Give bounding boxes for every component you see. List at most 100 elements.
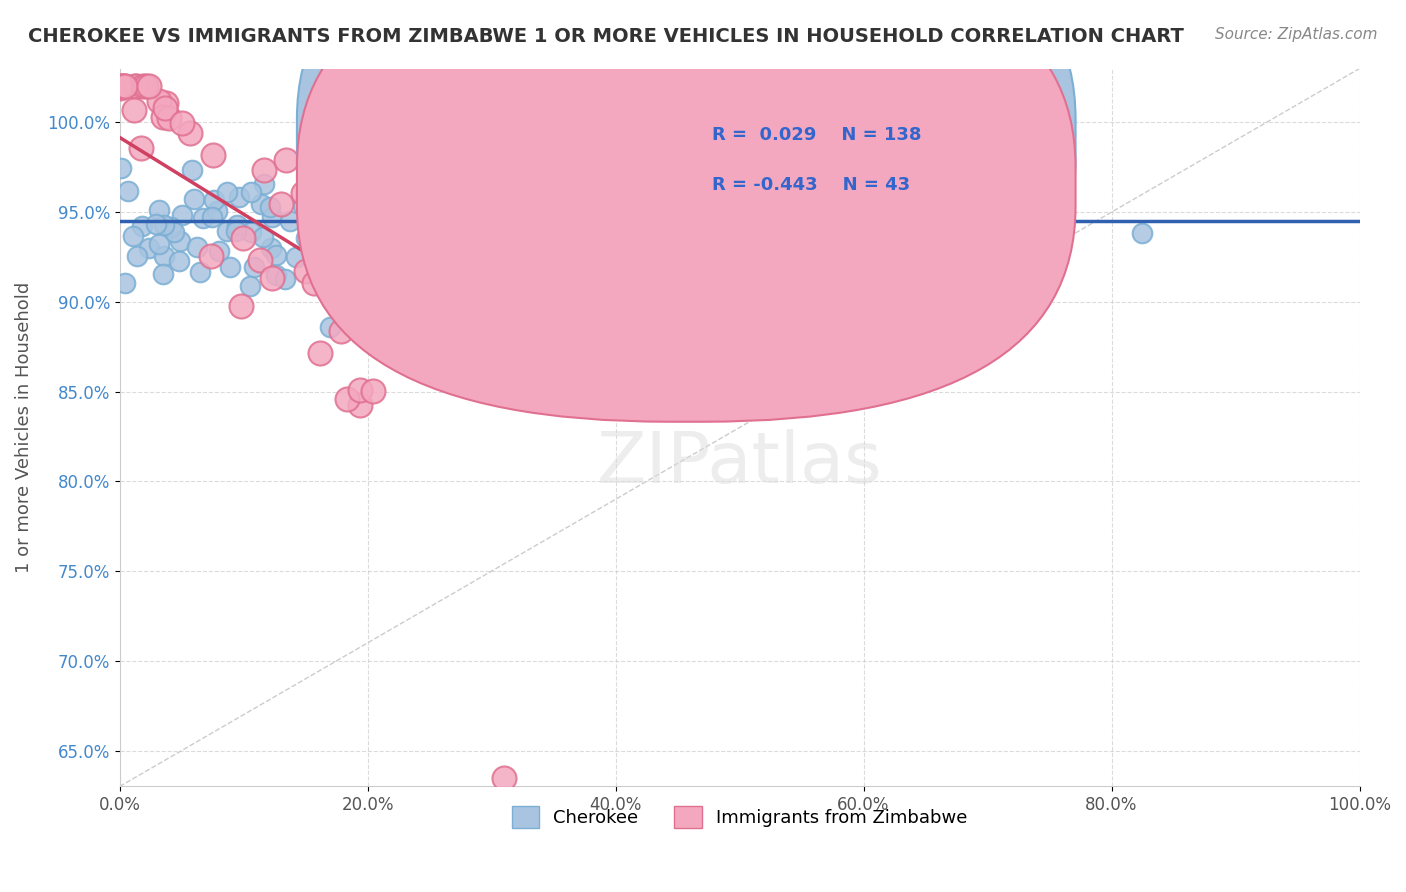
Cherokee (595, 202, 617, 217)
Cherokee (371, 140, 394, 154)
Text: R = -0.443    N = 43: R = -0.443 N = 43 (713, 176, 911, 194)
Cherokee (904, 235, 927, 250)
Cherokee (325, 247, 347, 261)
Cherokee (332, 248, 354, 262)
Cherokee (342, 263, 364, 277)
Legend: Cherokee, Immigrants from Zimbabwe: Cherokee, Immigrants from Zimbabwe (505, 798, 974, 835)
Cherokee (536, 147, 558, 161)
Immigrants from Zimbabwe (304, 277, 326, 291)
Cherokee (405, 246, 427, 260)
Cherokee (316, 193, 339, 207)
Cherokee (630, 212, 652, 227)
Cherokee (183, 193, 205, 207)
Immigrants from Zimbabwe (124, 79, 146, 94)
Cherokee (201, 210, 224, 224)
Cherokee (169, 234, 191, 248)
Immigrants from Zimbabwe (157, 112, 180, 126)
Cherokee (170, 209, 193, 223)
Cherokee (517, 194, 540, 209)
Cherokee (304, 145, 326, 159)
Text: CHEROKEE VS IMMIGRANTS FROM ZIMBABWE 1 OR MORE VEHICLES IN HOUSEHOLD CORRELATION: CHEROKEE VS IMMIGRANTS FROM ZIMBABWE 1 O… (28, 27, 1184, 45)
Cherokee (278, 214, 301, 228)
Immigrants from Zimbabwe (249, 252, 271, 267)
FancyBboxPatch shape (297, 0, 1076, 422)
Cherokee (191, 211, 214, 226)
Cherokee (259, 201, 281, 215)
Immigrants from Zimbabwe (152, 110, 174, 124)
Cherokee (152, 267, 174, 281)
Cherokee (613, 179, 636, 194)
Immigrants from Zimbabwe (353, 296, 375, 310)
Cherokee (609, 236, 631, 251)
Cherokee (1015, 244, 1038, 258)
Immigrants from Zimbabwe (309, 346, 332, 360)
Cherokee (859, 228, 882, 243)
Cherokee (505, 186, 527, 201)
Immigrants from Zimbabwe (262, 271, 284, 285)
Cherokee (761, 206, 783, 220)
Cherokee (114, 276, 136, 290)
Cherokee (454, 194, 477, 209)
Cherokee (877, 207, 900, 221)
Cherokee (586, 167, 609, 181)
Cherokee (215, 185, 238, 199)
Text: R =  0.029    N = 138: R = 0.029 N = 138 (713, 126, 922, 144)
Cherokee (253, 178, 276, 192)
Immigrants from Zimbabwe (253, 162, 276, 177)
Cherokee (778, 193, 800, 207)
Immigrants from Zimbabwe (270, 196, 292, 211)
Cherokee (131, 219, 153, 233)
Cherokee (835, 238, 858, 252)
Cherokee (441, 161, 464, 175)
Cherokee (766, 181, 789, 195)
Cherokee (311, 240, 333, 254)
Cherokee (294, 231, 316, 245)
Immigrants from Zimbabwe (170, 116, 193, 130)
Immigrants from Zimbabwe (148, 94, 170, 108)
Immigrants from Zimbabwe (155, 101, 177, 115)
Immigrants from Zimbabwe (110, 79, 132, 94)
Cherokee (323, 233, 346, 247)
Cherokee (519, 175, 541, 189)
Cherokee (312, 251, 335, 265)
Cherokee (929, 203, 952, 218)
Immigrants from Zimbabwe (325, 277, 347, 291)
Cherokee (307, 234, 329, 248)
Cherokee (456, 201, 478, 215)
Immigrants from Zimbabwe (316, 232, 339, 246)
Cherokee (911, 231, 934, 245)
Cherokee (648, 208, 671, 222)
Cherokee (307, 233, 329, 247)
Cherokee (125, 249, 148, 263)
Immigrants from Zimbabwe (364, 321, 387, 335)
Cherokee (446, 195, 468, 210)
Text: ZIPatlas: ZIPatlas (596, 429, 883, 498)
Cherokee (148, 202, 170, 217)
Immigrants from Zimbabwe (132, 79, 155, 94)
Cherokee (226, 219, 249, 233)
Cherokee (266, 248, 288, 262)
Cherokee (250, 196, 273, 211)
Immigrants from Zimbabwe (112, 79, 135, 94)
Cherokee (537, 209, 560, 223)
Immigrants from Zimbabwe (295, 264, 318, 278)
Cherokee (548, 147, 571, 161)
Cherokee (218, 260, 240, 275)
Cherokee (122, 229, 145, 244)
Cherokee (894, 194, 917, 208)
Immigrants from Zimbabwe (330, 324, 353, 338)
Cherokee (153, 249, 176, 263)
Cherokee (651, 153, 673, 168)
Immigrants from Zimbabwe (274, 153, 297, 167)
Cherokee (163, 225, 186, 239)
Cherokee (202, 194, 225, 208)
Cherokee (117, 184, 139, 198)
Immigrants from Zimbabwe (492, 771, 515, 785)
Immigrants from Zimbabwe (361, 384, 384, 398)
Cherokee (366, 245, 388, 260)
Cherokee (259, 241, 281, 255)
Cherokee (478, 219, 501, 234)
Cherokee (430, 192, 453, 206)
Cherokee (621, 178, 644, 192)
Cherokee (239, 225, 262, 239)
